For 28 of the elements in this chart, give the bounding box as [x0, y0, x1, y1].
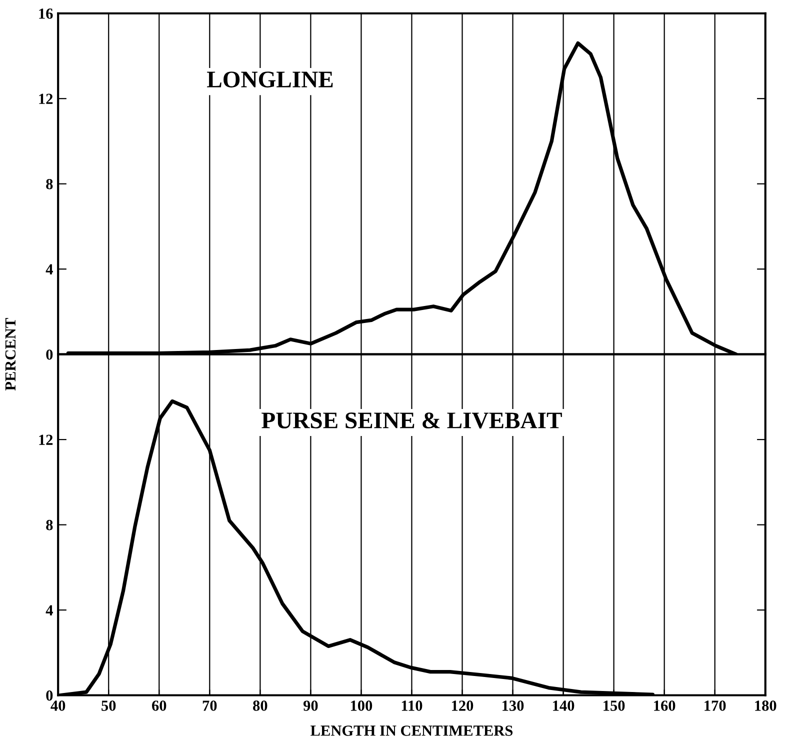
x-tick-label: 60	[152, 700, 166, 711]
x-tick-label: 180	[755, 700, 776, 711]
y-tick-label: 8	[46, 520, 53, 530]
x-tick-label: 130	[502, 700, 524, 711]
x-tick-label: 140	[553, 700, 574, 711]
x-tick-label: 50	[102, 700, 116, 711]
y-tick-label: 12	[39, 434, 53, 445]
y-tick-label: 0	[46, 690, 53, 701]
x-tick-label: 120	[452, 700, 474, 711]
x-axis-title: LENGTH IN CENTIMETERS	[310, 726, 513, 736]
y-tick-label: 4	[46, 264, 53, 274]
y-tick-label: 16	[39, 8, 53, 19]
y-axis-title: PERCENT	[5, 318, 16, 391]
y-tick-label: 12	[39, 94, 53, 104]
x-tick-label: 150	[604, 700, 625, 711]
y-tick-label: 4	[46, 605, 53, 616]
x-tick-label: 80	[253, 700, 268, 711]
x-tick-label: 70	[202, 700, 217, 711]
y-tick-label: 0	[46, 349, 53, 360]
x-tick-label: 110	[402, 700, 422, 711]
x-tick-label: 170	[704, 700, 726, 711]
x-tick-label: 90	[303, 700, 318, 711]
x-tick-label: 100	[350, 700, 372, 711]
y-tick-label: 8	[46, 178, 53, 190]
x-tick-label: 40	[50, 700, 66, 711]
text: LONGLINE	[207, 72, 333, 88]
text: PURSE SEINE & LIVEBAIT	[262, 412, 562, 429]
x-tick-label: 160	[654, 700, 676, 711]
